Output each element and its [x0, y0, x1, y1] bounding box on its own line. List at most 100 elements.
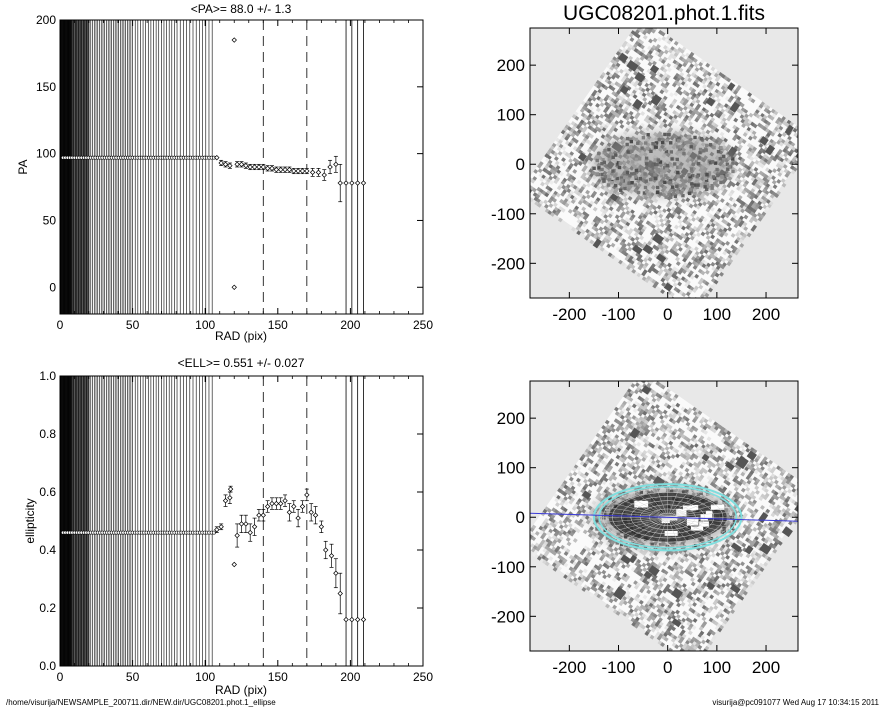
noise-pixel — [721, 431, 727, 437]
noise-pixel — [630, 264, 636, 270]
noise-pixel — [524, 182, 529, 187]
noise-pixel — [618, 68, 624, 74]
galaxy-pixel — [676, 165, 680, 170]
noise-pixel — [790, 522, 796, 528]
noise-pixel — [525, 187, 530, 192]
galaxy-pixel — [719, 146, 723, 150]
noise-pixel — [780, 178, 786, 184]
noise-pixel — [599, 141, 605, 147]
noise-pixel — [662, 409, 668, 415]
galaxy-pixel — [675, 190, 680, 194]
noise-pixel — [807, 134, 812, 139]
noise-pixel — [690, 212, 696, 218]
noise-pixel — [772, 184, 778, 190]
galaxy-pixel — [673, 194, 678, 198]
noise-pixel — [700, 270, 706, 276]
noise-pixel — [615, 191, 621, 197]
galaxy-pixel — [643, 172, 647, 176]
data-point — [315, 169, 322, 176]
data-point — [291, 503, 297, 510]
noise-pixel — [593, 121, 599, 127]
galaxy-pixel — [641, 136, 646, 140]
noise-pixel — [740, 444, 745, 450]
noise-pixel — [669, 291, 675, 297]
noise-pixel — [623, 201, 629, 207]
noise-pixel — [706, 463, 712, 469]
noise-pixel — [806, 137, 811, 142]
star-blob — [764, 144, 776, 156]
data-point — [354, 180, 361, 186]
noise-pixel — [642, 264, 647, 270]
y-tick-label: 100 — [36, 147, 56, 161]
noise-pixel — [675, 256, 680, 262]
data-point — [231, 284, 237, 290]
noise-pixel — [757, 205, 763, 211]
noise-pixel — [719, 232, 724, 238]
noise-pixel — [666, 62, 672, 68]
noise-pixel — [592, 481, 598, 487]
galaxy-pixel — [655, 185, 660, 190]
noise-pixel — [639, 44, 645, 50]
galaxy-pixel — [693, 183, 697, 187]
star-blob — [759, 136, 769, 146]
galaxy-pixel — [636, 167, 640, 171]
noise-pixel — [650, 393, 656, 399]
noise-pixel — [657, 472, 663, 478]
noise-pixel — [610, 86, 616, 92]
pa-plot-title: <PA>= 88.0 +/- 1.3 — [191, 2, 292, 16]
noise-pixel — [749, 195, 755, 201]
noise-pixel — [639, 196, 645, 202]
noise-pixel — [675, 453, 680, 459]
noise-pixel — [592, 206, 598, 212]
data-point — [269, 500, 275, 507]
data-point — [295, 168, 301, 174]
noise-pixel — [536, 163, 542, 169]
galaxy-pixel — [666, 133, 671, 137]
noise-pixel — [701, 79, 707, 85]
noise-pixel — [808, 139, 813, 144]
galaxy-pixel — [628, 174, 632, 178]
noise-pixel — [760, 532, 766, 538]
noise-pixel — [573, 161, 579, 167]
galaxy-pixel — [679, 175, 684, 179]
noise-pixel — [756, 526, 762, 532]
noise-pixel — [662, 68, 668, 73]
data-point — [227, 486, 234, 492]
noise-pixel — [572, 471, 578, 477]
noise-pixel — [701, 118, 707, 124]
galaxy-pixel — [689, 190, 694, 194]
noise-pixel — [736, 578, 742, 584]
noise-pixel — [721, 257, 727, 263]
galaxy-pixel — [631, 153, 635, 158]
data-point — [278, 166, 284, 173]
noise-pixel — [708, 566, 714, 572]
data-point — [256, 164, 262, 170]
noise-pixel — [581, 206, 587, 212]
galaxy-pixel — [600, 176, 605, 181]
noise-pixel — [519, 190, 524, 195]
noise-pixel — [777, 132, 783, 138]
noise-pixel — [574, 115, 580, 121]
noise-pixel — [636, 375, 641, 380]
noise-pixel — [530, 178, 536, 184]
data-point — [286, 166, 293, 173]
noise-pixel — [678, 235, 684, 241]
noise-pixel — [581, 128, 587, 134]
noise-pixel — [692, 311, 697, 316]
noise-pixel — [739, 451, 744, 457]
noise-pixel — [731, 450, 737, 456]
noise-pixel — [696, 589, 702, 595]
data-point — [309, 169, 316, 176]
noise-pixel — [726, 222, 732, 228]
noise-pixel — [682, 128, 688, 134]
noise-pixel — [709, 229, 715, 235]
galaxy-pixel — [691, 173, 695, 178]
noise-pixel — [758, 496, 764, 501]
data-point — [260, 512, 266, 518]
noise-pixel — [745, 172, 751, 178]
galaxy-pixel — [727, 164, 731, 169]
noise-pixel — [686, 437, 691, 443]
data-point — [343, 616, 349, 623]
image-x-tick-label: -200 — [552, 305, 586, 324]
galaxy-pixel — [632, 171, 637, 176]
